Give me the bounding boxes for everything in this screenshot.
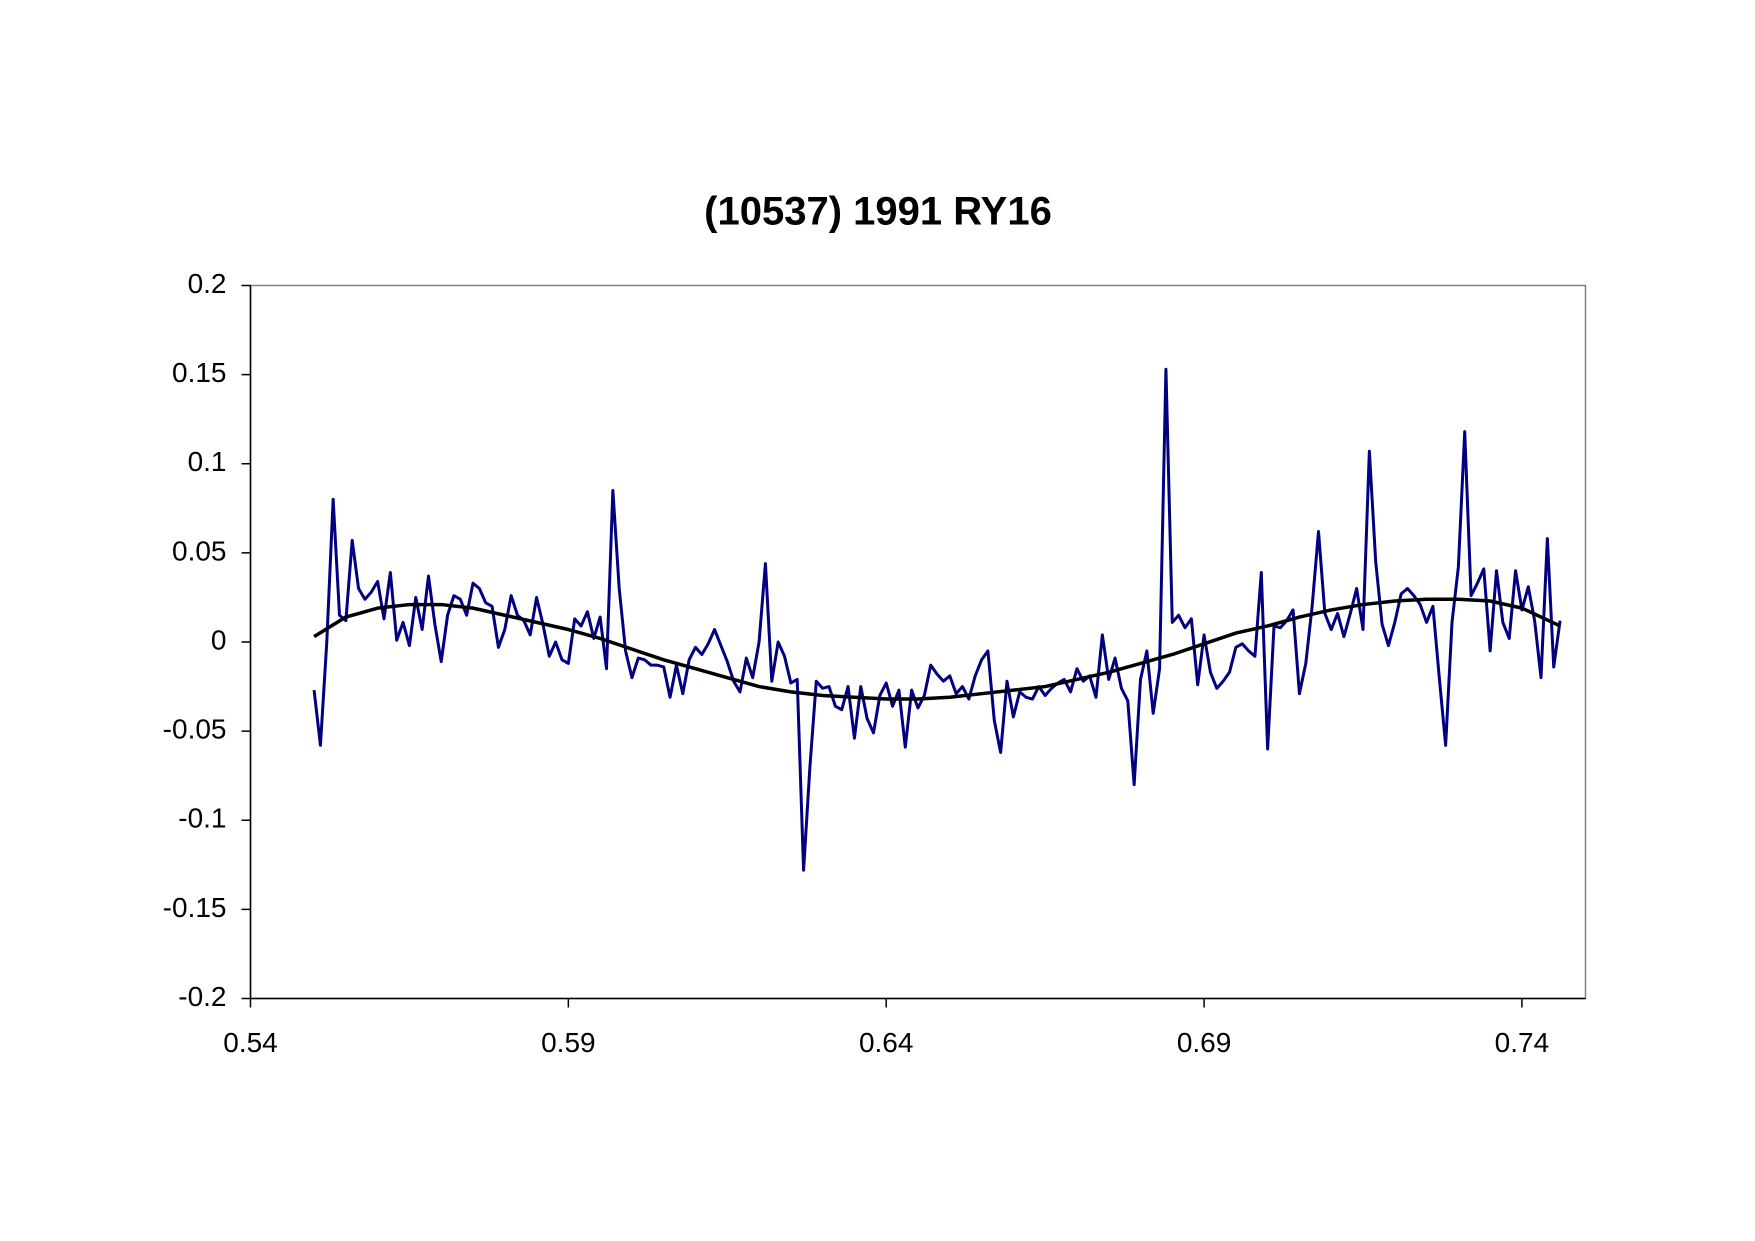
data-line [313,597,1561,701]
y-tick-label: 0.1 [188,446,227,477]
y-tick-label: 0.15 [172,357,227,388]
y-tick-label: -0.05 [163,714,227,745]
x-tick-label: 0.74 [1495,1027,1550,1058]
y-tick-label: 0.2 [188,268,227,299]
y-tick-label: -0.15 [163,892,227,923]
y-tick-label: -0.1 [178,803,226,834]
x-tick-label: 0.54 [223,1027,278,1058]
x-tick-label: 0.59 [541,1027,596,1058]
x-tick-label: 0.69 [1177,1027,1232,1058]
y-tick-label: 0 [211,624,227,655]
y-tick-label: -0.2 [178,981,226,1012]
y-tick-label: 0.05 [172,535,227,566]
chart-title: (10537) 1991 RY16 [704,190,1052,234]
x-tick-label: 0.64 [859,1027,914,1058]
